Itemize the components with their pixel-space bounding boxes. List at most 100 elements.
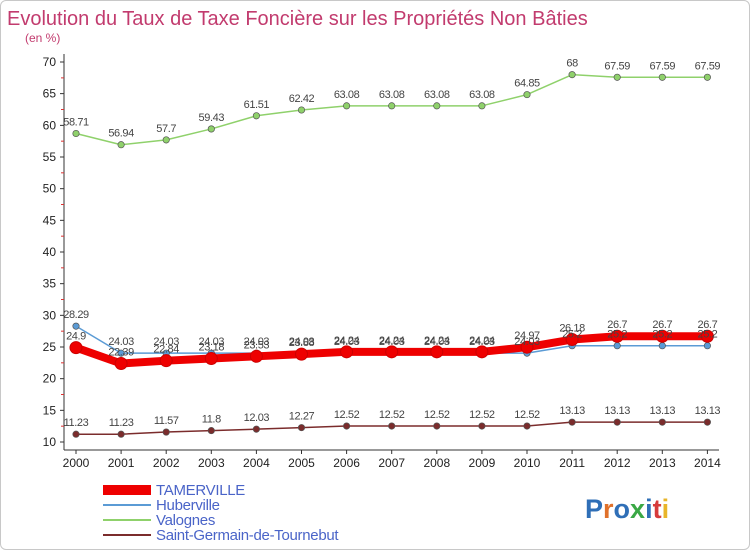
data-label: 12.52 bbox=[334, 409, 360, 421]
data-point bbox=[478, 422, 486, 430]
data-label: 24.03 bbox=[199, 336, 225, 348]
axes: 10 15 20 25 30 35 40 45 50 55 60 65 70 2000 2001 2002 20… bbox=[43, 54, 721, 470]
data-point bbox=[655, 329, 669, 343]
data-label: 59.43 bbox=[199, 112, 225, 124]
data-label: 24.9 bbox=[66, 331, 86, 343]
data-label: 12.52 bbox=[379, 409, 405, 421]
data-label: 23.53 bbox=[244, 339, 270, 351]
y-tick-label: 20 bbox=[43, 372, 57, 386]
data-point bbox=[700, 329, 714, 343]
x-tick-label: 2013 bbox=[649, 456, 676, 470]
data-point bbox=[568, 418, 576, 426]
y-tick-label: 15 bbox=[43, 403, 57, 417]
data-point bbox=[72, 322, 80, 330]
x-tick-label: 2005 bbox=[288, 456, 315, 470]
data-point bbox=[69, 341, 83, 355]
x-tick-label: 2011 bbox=[559, 456, 585, 470]
data-label: 25.2 bbox=[562, 329, 582, 341]
data-point bbox=[117, 430, 125, 438]
data-point bbox=[523, 91, 531, 99]
data-label: 25.2 bbox=[652, 329, 672, 341]
data-label: 24.24 bbox=[469, 335, 495, 347]
data-label: 12.03 bbox=[244, 412, 270, 424]
data-label: 24.03 bbox=[108, 336, 134, 348]
data-label: 61.51 bbox=[244, 99, 270, 111]
data-point bbox=[523, 422, 531, 430]
y-tick-label: 35 bbox=[43, 277, 57, 291]
data-label: 64.85 bbox=[514, 78, 540, 90]
y-tick-label: 25 bbox=[43, 340, 57, 354]
y-tick-label: 30 bbox=[43, 308, 57, 322]
data-label: 25.2 bbox=[607, 329, 627, 341]
series-layer bbox=[69, 71, 714, 438]
data-label: 12.52 bbox=[469, 409, 495, 421]
legend-entry: Huberville bbox=[156, 497, 220, 514]
data-label: 24.03 bbox=[244, 336, 270, 348]
data-point bbox=[340, 345, 354, 359]
data-point bbox=[207, 427, 215, 435]
data-label: 63.08 bbox=[424, 89, 450, 101]
data-point bbox=[478, 102, 486, 110]
y-tick-label: 45 bbox=[43, 213, 57, 227]
data-point bbox=[658, 342, 666, 350]
data-label: 24.24 bbox=[334, 335, 360, 347]
data-label: 13.13 bbox=[559, 405, 585, 417]
data-label: 11.8 bbox=[202, 414, 221, 426]
data-point bbox=[568, 71, 576, 79]
data-point bbox=[343, 102, 351, 110]
x-tick-label: 2003 bbox=[198, 456, 225, 470]
data-label: 24.97 bbox=[514, 330, 540, 342]
x-tick-label: 2001 bbox=[108, 456, 135, 470]
data-label: 26.7 bbox=[607, 319, 627, 331]
data-point bbox=[252, 112, 260, 120]
data-label: 26.7 bbox=[697, 319, 717, 331]
legend: TAMERVILLEHubervilleValognesSaint-Germai… bbox=[103, 482, 340, 544]
data-label: 24.03 bbox=[334, 336, 360, 348]
data-point bbox=[613, 73, 621, 81]
data-label: 63.08 bbox=[469, 89, 495, 101]
data-label: 24.03 bbox=[379, 336, 405, 348]
data-point bbox=[72, 129, 80, 138]
chart-title: Evolution du Taux de Taxe Foncière sur l… bbox=[7, 8, 588, 30]
data-point bbox=[613, 342, 621, 350]
data-label: 13.13 bbox=[604, 405, 630, 417]
data-point bbox=[430, 345, 444, 359]
data-label: 13.13 bbox=[695, 405, 721, 417]
data-point bbox=[613, 418, 621, 426]
data-label: 22.84 bbox=[153, 344, 179, 356]
data-label: 26.18 bbox=[559, 323, 585, 335]
x-tick-label: 2008 bbox=[423, 456, 450, 470]
data-point bbox=[162, 428, 170, 436]
data-point bbox=[475, 345, 489, 359]
proxiti-logo: Proxiti bbox=[585, 494, 669, 524]
y-tick-label: 55 bbox=[43, 150, 57, 164]
data-label: 24.03 bbox=[424, 336, 450, 348]
data-point bbox=[204, 352, 218, 366]
data-point bbox=[72, 430, 80, 438]
data-point bbox=[295, 347, 308, 361]
y-tick-label: 60 bbox=[43, 118, 57, 132]
y-tick-label: 40 bbox=[43, 245, 57, 259]
x-tick-label: 2002 bbox=[153, 456, 180, 470]
data-point bbox=[565, 333, 579, 347]
data-point bbox=[252, 425, 260, 433]
data-point bbox=[385, 345, 399, 359]
data-label: 26.7 bbox=[652, 319, 672, 331]
x-tick-label: 2007 bbox=[378, 456, 405, 470]
y-tick-label: 50 bbox=[43, 182, 57, 196]
data-label: 25.2 bbox=[697, 329, 717, 341]
data-label: 67.59 bbox=[650, 60, 676, 72]
data-label: 62.42 bbox=[289, 93, 315, 105]
data-label: 11.57 bbox=[154, 415, 179, 427]
data-point bbox=[117, 141, 125, 149]
data-point bbox=[658, 73, 666, 81]
data-point bbox=[520, 340, 534, 354]
x-tick-label: 2012 bbox=[604, 456, 631, 470]
legend-entry: TAMERVILLE bbox=[156, 482, 245, 499]
data-label: 23.18 bbox=[199, 342, 225, 354]
data-label: 24.24 bbox=[379, 335, 405, 347]
y-tick-label: 10 bbox=[43, 435, 57, 449]
data-point bbox=[388, 422, 396, 430]
